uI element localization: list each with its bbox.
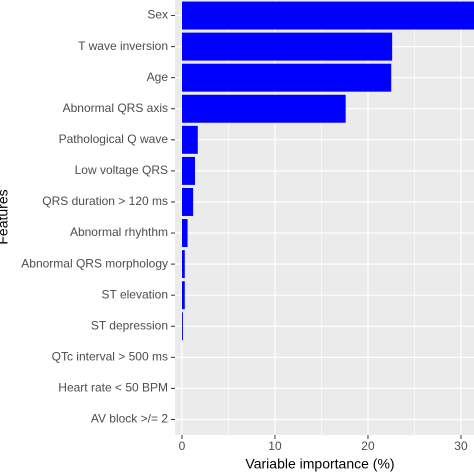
y-tick-label: QRS duration > 120 ms bbox=[42, 194, 168, 208]
bar bbox=[181, 1, 474, 30]
y-tick-label: QTc interval > 500 ms bbox=[52, 349, 168, 363]
bar bbox=[181, 156, 195, 185]
y-axis-title: Features bbox=[0, 189, 11, 244]
x-axis-title: Variable importance (%) bbox=[245, 456, 394, 472]
x-tick-label: 0 bbox=[179, 439, 186, 453]
y-tick-label: Sex bbox=[147, 8, 168, 22]
y-tick-label: AV block >/= 2 bbox=[91, 412, 168, 426]
bar bbox=[181, 32, 393, 61]
bar bbox=[181, 187, 194, 216]
y-tick-label: Age bbox=[147, 70, 169, 84]
bar bbox=[181, 312, 183, 341]
bar bbox=[181, 219, 188, 248]
y-tick-label: T wave inversion bbox=[78, 39, 168, 53]
bar bbox=[181, 94, 346, 123]
x-tick-label: 20 bbox=[361, 439, 375, 453]
y-tick-label: Abnormal QRS morphology bbox=[21, 256, 168, 270]
bar bbox=[181, 250, 185, 279]
bar bbox=[181, 281, 185, 310]
bar bbox=[181, 125, 198, 154]
y-tick-label: ST depression bbox=[91, 318, 168, 332]
y-tick-label: Low voltage QRS bbox=[75, 163, 168, 177]
bar bbox=[181, 63, 392, 92]
y-tick-label: Pathological Q wave bbox=[59, 132, 169, 146]
y-tick-label: Abnormal rhyhthm bbox=[70, 225, 168, 239]
x-tick-label: 30 bbox=[454, 439, 468, 453]
x-tick-label: 10 bbox=[268, 439, 282, 453]
y-tick-label: Abnormal QRS axis bbox=[63, 101, 168, 115]
y-tick-label: ST elevation bbox=[102, 287, 169, 301]
y-tick-label: Heart rate < 50 BPM bbox=[58, 381, 168, 395]
